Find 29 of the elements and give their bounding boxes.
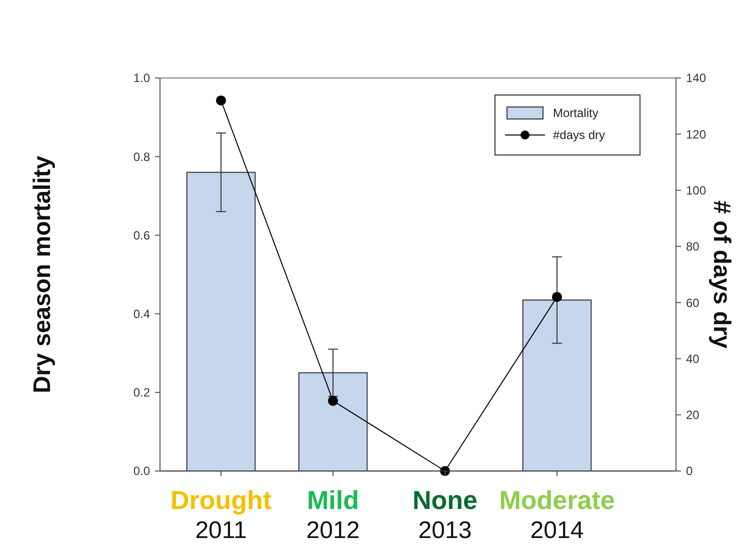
y-tick-label: 0.8 [133,150,150,164]
text: Drought [170,485,272,515]
y2-tick-label: 0 [686,464,693,478]
legend-label: #days dry [553,128,606,142]
point [328,396,338,406]
y2-tick-label: 60 [686,296,700,310]
y2-axis-title: # of days dry [708,200,735,350]
y-tick-label: 1.0 [133,71,150,86]
y-tick-label: 0.0 [133,464,150,478]
y2-tick-label: 80 [686,240,700,254]
x-tick-label: 2011 [195,517,247,544]
y2-tick-label: 20 [686,408,700,422]
text: None [412,485,478,515]
point [552,292,562,302]
x-tick-label: 2014 [530,517,584,544]
y2-tick-label: 120 [686,127,706,142]
x-tick-label: 2012 [306,517,360,544]
text: Mild [307,485,359,515]
text: Moderate [499,485,615,515]
y-axis-title: Dry season mortality [29,155,56,394]
legend-label: Mortality [553,106,598,120]
x-tick-label: 2013 [418,517,472,544]
point [216,95,226,106]
y2-tick-label: 100 [686,183,706,198]
y-tick-label: 0.6 [133,228,150,242]
y2-tick-label: 140 [686,71,706,86]
y-tick-label: 0.4 [133,307,150,321]
y2-tick-label: 40 [686,352,700,366]
y-tick-label: 0.2 [133,386,150,400]
